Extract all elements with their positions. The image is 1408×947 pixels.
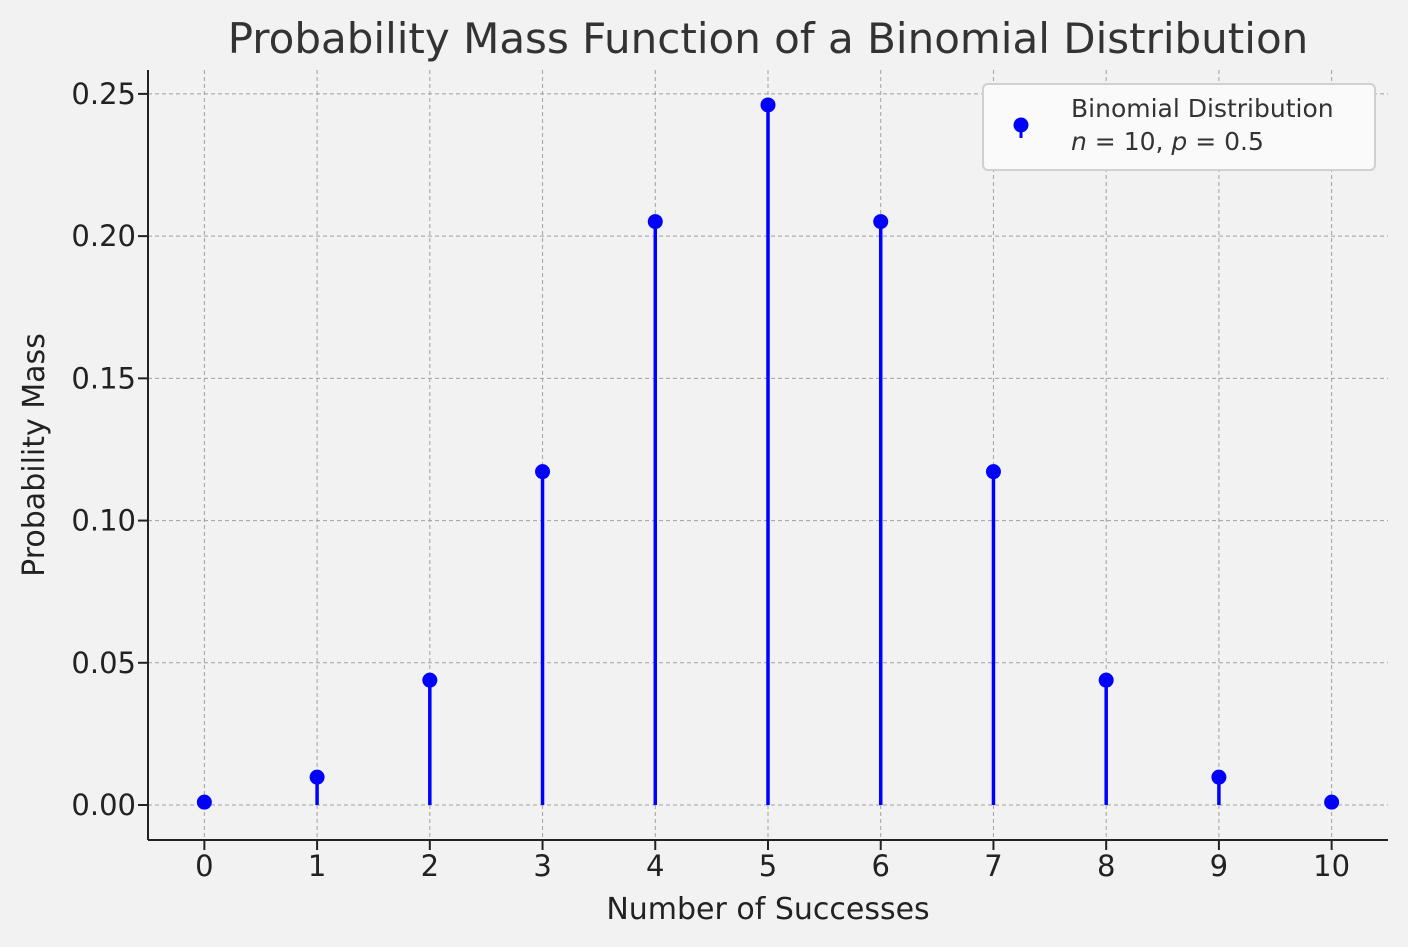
x-tick-label: 6 [872,849,890,883]
legend-box [982,83,1376,171]
x-tick-label: 10 [1313,849,1350,883]
stem-marker [422,672,438,688]
stem-marker [1098,672,1114,688]
chart-title: Probability Mass Function of a Binomial … [228,14,1309,63]
y-tick-label: 0.05 [71,646,136,680]
x-tick-label: 0 [195,849,213,883]
legend-label-line2: n = 10, p = 0.5 [1071,127,1264,156]
x-tick-label: 1 [308,849,326,883]
legend-n-symbol: n [1071,127,1087,156]
stem-marker [1211,769,1227,785]
x-tick-label: 5 [759,849,777,883]
legend-n-value: = 10, [1087,127,1172,156]
x-tick-label: 2 [421,849,439,883]
y-axis-label: Probability Mass [17,333,52,577]
y-tick-label: 0.20 [71,219,136,253]
stem-marker [309,769,325,785]
y-tick-label: 0.10 [71,504,136,538]
stem-marker [985,464,1001,480]
legend-marker [1013,117,1029,133]
legend-p-symbol: p [1170,127,1187,156]
x-axis-label: Number of Successes [606,892,929,927]
stem-marker [535,464,551,480]
stem-marker [760,97,776,113]
stem-series [196,97,1340,810]
x-tick-label: 9 [1210,849,1228,883]
stem-marker [647,214,663,230]
legend-label-line1: Binomial Distribution [1071,94,1334,123]
x-tick-label: 3 [533,849,551,883]
legend-p-value: = 0.5 [1187,127,1264,156]
x-tick-label: 4 [646,849,664,883]
stem-marker [196,794,212,810]
stem-marker [1324,794,1340,810]
legend: Binomial Distribution n = 10, p = 0.5 [982,83,1376,171]
y-tick-label: 0.15 [71,361,136,395]
x-tick-label: 7 [984,849,1002,883]
stem-marker [873,214,889,230]
y-tick-label: 0.25 [71,77,136,111]
y-ticks: 0.00 0.05 0.10 0.15 0.20 0.25 [71,77,148,822]
x-tick-label: 8 [1097,849,1115,883]
y-tick-label: 0.00 [71,788,136,822]
x-ticks: 0 1 2 3 4 5 6 7 8 9 10 [195,840,1350,883]
